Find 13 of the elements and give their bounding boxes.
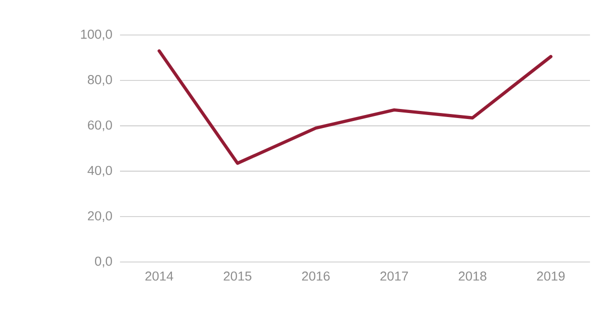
y-tick-label: 60,0 [88, 120, 112, 132]
y-tick-label: 80,0 [88, 75, 112, 86]
x-tick-label: 2019 [537, 272, 565, 281]
x-tick-label: 2014 [145, 272, 174, 281]
x-tick-label: 2017 [380, 272, 408, 281]
x-tick-label: 2018 [458, 272, 486, 281]
x-tick-label: 2016 [302, 272, 330, 281]
y-tick-label: 0,0 [94, 256, 112, 268]
y-tick-label: 40,0 [88, 166, 112, 177]
y-tick-label: 20,0 [88, 211, 112, 222]
y-tick-label: 100,0 [81, 30, 112, 40]
line-series [158, 49, 552, 165]
x-tick-label: 2015 [224, 272, 252, 281]
